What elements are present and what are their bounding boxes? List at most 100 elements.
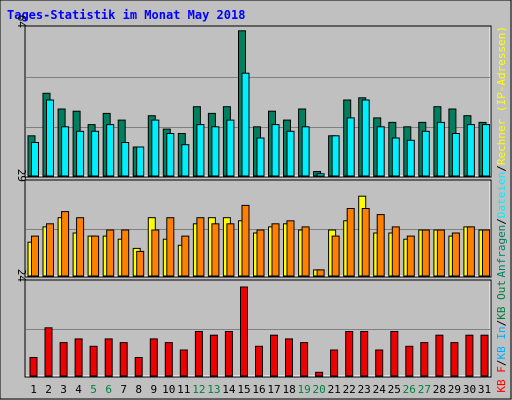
bar-traffic-s0-9 [149,338,158,377]
bar-traffic-s0-6 [104,338,113,377]
bar-sites-s1-28 [436,229,445,277]
x-tick-label-8: 8 [135,383,142,396]
bar-sites-s1-20 [316,269,325,277]
bar-sites-s1-8 [136,250,145,277]
ymax-label-sites: 29 [15,169,28,182]
x-tick-label-18: 18 [282,383,295,396]
x-tick-label-3: 3 [60,383,67,396]
ymax-label-traffic: 24 [15,269,28,283]
bar-requests-s1-23 [361,99,370,177]
bar-requests-s1-29 [451,133,460,177]
bar-traffic-s0-3 [59,342,68,377]
x-tick-label-26: 26 [403,383,416,396]
bar-sites-s1-23 [361,208,370,277]
bar-sites-s1-19 [301,226,310,277]
x-tick-label-14: 14 [222,383,236,396]
legend-requests-part-2: Dateien [495,172,508,218]
bar-requests-s1-9 [151,119,160,177]
x-tick-label-2: 2 [45,383,52,396]
bar-requests-s1-16 [256,137,265,177]
bar-requests-s1-1 [31,142,39,177]
bar-sites-s1-13 [211,223,220,277]
bar-traffic-s0-20 [315,371,324,377]
x-tick-label-13: 13 [207,383,220,396]
bar-sites-s1-4 [76,217,85,277]
bar-traffic-s0-27 [420,342,429,377]
legend-requests: Anfragen/Dateien/Rechner (IP-Adressen) [495,26,508,278]
bar-requests-s1-27 [421,130,430,177]
bar-requests-s1-7 [121,142,130,177]
bar-sites-s1-22 [346,208,355,277]
bar-sites-s1-30 [466,226,475,277]
x-tick-label-9: 9 [150,383,157,396]
bar-requests-s1-6 [106,124,115,177]
bar-requests-s1-8 [136,146,145,177]
x-tick-label-20: 20 [312,383,325,396]
bar-sites-s1-27 [421,229,430,277]
x-tick-label-25: 25 [388,383,401,396]
bar-traffic-s0-7 [119,342,128,377]
x-tick-label-24: 24 [373,383,387,396]
bar-requests-s1-12 [196,124,205,177]
bar-requests-s1-17 [271,124,280,177]
x-tick-label-19: 19 [297,383,310,396]
bar-traffic-s0-30 [465,334,474,377]
x-tick-label-7: 7 [120,383,127,396]
x-tick-label-29: 29 [448,383,461,396]
ymax-label-requests: 64 [15,15,28,29]
bar-requests-s1-24 [376,126,385,177]
bar-requests-s1-3 [61,126,70,177]
bar-requests-s1-10 [166,133,175,177]
bar-traffic-s0-21 [330,349,339,377]
bar-requests-s1-15 [241,72,250,177]
panels [24,25,492,378]
bar-traffic-s0-28 [435,334,444,377]
bar-traffic-s0-4 [74,338,83,377]
bar-traffic-s0-26 [405,345,414,377]
bar-sites-s1-25 [391,226,400,277]
bar-sites-s1-5 [91,235,100,277]
bar-requests-s1-28 [436,121,445,177]
bar-requests-s1-18 [286,130,295,177]
x-tick-label-5: 5 [90,383,97,396]
x-tick-label-6: 6 [105,383,112,396]
bar-sites-s1-10 [166,217,175,277]
bar-traffic-s0-18 [285,338,293,377]
bar-requests-s1-20 [316,173,325,177]
x-tick-label-28: 28 [433,383,446,396]
bar-requests-s1-14 [226,119,235,177]
x-tick-label-21: 21 [328,383,341,396]
bar-sites-s1-26 [406,235,415,277]
bar-sites-s1-17 [271,223,280,277]
bar-sites-s1-11 [181,235,190,277]
bar-traffic-s0-31 [480,334,489,377]
bar-requests-s1-5 [91,130,100,177]
bar-sites-s1-3 [61,211,70,277]
bars [27,30,490,377]
x-tick-label-10: 10 [162,383,175,396]
x-tick-label-12: 12 [192,383,205,396]
legend-requests-part-0: Anfragen [495,225,508,278]
bar-traffic-s0-12 [194,331,203,377]
bar-sites-s1-9 [151,229,160,277]
x-tick-label-11: 11 [177,383,190,396]
bar-traffic-s0-14 [224,331,233,377]
x-tick-label-27: 27 [418,383,431,396]
x-tick-label-30: 30 [463,383,476,396]
bar-traffic-s0-1 [29,357,38,377]
x-tick-label-15: 15 [237,383,250,396]
bar-traffic-s0-11 [179,349,188,377]
bar-sites-s1-1 [31,235,39,277]
x-tick-label-23: 23 [358,383,371,396]
bar-requests-s1-25 [391,137,400,177]
legend-traffic-part-1: / [495,360,508,367]
bar-traffic-s0-2 [44,327,53,377]
bar-traffic-s0-25 [390,331,399,377]
bar-traffic-s0-5 [89,345,98,377]
bar-requests-s1-21 [331,135,340,177]
chart-title: Tages-Statistik im Monat May 2018 [7,8,245,22]
bar-requests-s1-30 [466,124,475,177]
